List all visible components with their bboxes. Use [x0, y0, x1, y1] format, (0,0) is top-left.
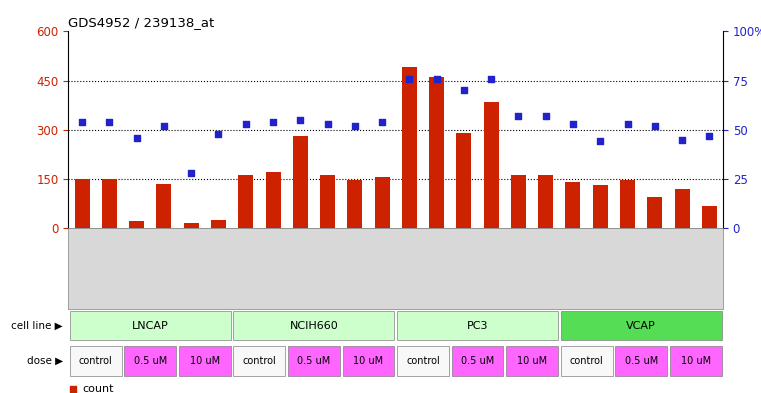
Text: GDS4952 / 239138_at: GDS4952 / 239138_at	[68, 16, 215, 29]
Bar	[506, 345, 558, 376]
Text: PC3: PC3	[466, 321, 489, 331]
Point	[333, 313, 345, 320]
Point	[240, 121, 252, 127]
Point	[267, 119, 279, 125]
Bar	[183, 223, 199, 228]
Point	[158, 123, 170, 129]
Text: 10 uM: 10 uM	[189, 356, 220, 365]
Bar	[484, 102, 498, 228]
Text: cell line ▶: cell line ▶	[11, 321, 63, 331]
Bar	[102, 180, 117, 228]
Bar	[70, 311, 231, 340]
Point	[648, 123, 661, 129]
Text: VCAP: VCAP	[626, 321, 656, 331]
Bar	[238, 175, 253, 228]
Bar	[347, 180, 362, 228]
Point	[76, 119, 88, 125]
Bar	[374, 177, 390, 228]
Bar	[70, 345, 122, 376]
Point	[540, 113, 552, 119]
Bar	[565, 182, 581, 228]
Point	[458, 87, 470, 94]
Bar	[648, 197, 662, 228]
Bar	[288, 345, 340, 376]
Text: 10 uM: 10 uM	[353, 356, 384, 365]
Bar	[538, 175, 553, 228]
Text: control: control	[406, 356, 440, 365]
Point	[403, 75, 416, 82]
Point	[567, 121, 579, 127]
Bar	[561, 311, 721, 340]
Bar	[702, 206, 717, 228]
Text: count: count	[82, 384, 113, 393]
Point	[703, 132, 715, 139]
Bar	[511, 175, 526, 228]
Text: control: control	[570, 356, 603, 365]
Point	[212, 130, 224, 137]
Bar	[593, 185, 608, 228]
Bar	[615, 345, 667, 376]
Bar	[670, 345, 721, 376]
Bar	[124, 345, 177, 376]
Bar	[129, 221, 144, 228]
Point	[676, 136, 688, 143]
Bar	[451, 345, 504, 376]
Point	[349, 123, 361, 129]
Bar	[179, 345, 231, 376]
Text: NCIH660: NCIH660	[289, 321, 339, 331]
Point	[512, 113, 524, 119]
Text: 10 uM: 10 uM	[680, 356, 711, 365]
Text: dose ▶: dose ▶	[27, 356, 63, 365]
Point	[376, 119, 388, 125]
Bar	[561, 345, 613, 376]
Bar	[620, 180, 635, 228]
Bar	[211, 220, 226, 228]
Bar	[397, 311, 558, 340]
Text: 0.5 uM: 0.5 uM	[134, 356, 167, 365]
Point	[295, 117, 307, 123]
Text: LNCAP: LNCAP	[132, 321, 169, 331]
Point	[103, 119, 116, 125]
Bar	[234, 311, 394, 340]
Text: 10 uM: 10 uM	[517, 356, 547, 365]
Bar	[75, 179, 90, 228]
Point	[333, 162, 345, 169]
Bar	[342, 345, 394, 376]
Text: 0.5 uM: 0.5 uM	[298, 356, 330, 365]
Bar	[429, 77, 444, 228]
Text: control: control	[243, 356, 276, 365]
Text: 0.5 uM: 0.5 uM	[461, 356, 494, 365]
Bar	[457, 133, 471, 228]
Point	[321, 121, 333, 127]
Point	[131, 134, 143, 141]
Bar	[320, 175, 335, 228]
Point	[185, 170, 197, 176]
Bar	[402, 68, 417, 228]
Point	[485, 75, 497, 82]
Bar	[157, 184, 171, 228]
Point	[594, 138, 607, 145]
Bar	[293, 136, 307, 228]
Point	[622, 121, 634, 127]
Text: control: control	[79, 356, 113, 365]
Bar	[266, 172, 281, 228]
Text: 0.5 uM: 0.5 uM	[625, 356, 658, 365]
Point	[431, 75, 443, 82]
Bar	[397, 345, 449, 376]
Bar	[674, 189, 689, 228]
Bar	[234, 345, 285, 376]
